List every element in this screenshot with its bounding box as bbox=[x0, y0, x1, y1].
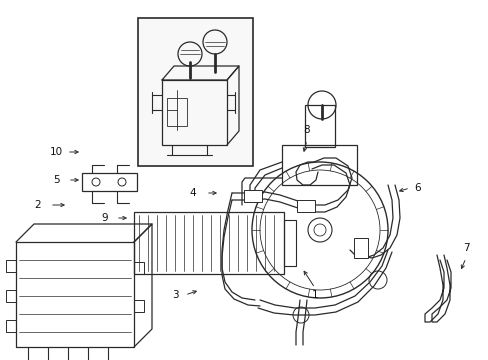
Text: 9: 9 bbox=[102, 213, 108, 223]
Bar bbox=[296, 200, 314, 212]
Bar bbox=[353, 238, 367, 258]
Bar bbox=[305, 105, 334, 147]
Bar bbox=[6, 320, 16, 332]
Text: 6: 6 bbox=[414, 183, 421, 193]
Text: 2: 2 bbox=[35, 200, 41, 210]
Text: 1: 1 bbox=[311, 290, 318, 300]
Bar bbox=[82, 173, 137, 191]
Bar bbox=[134, 262, 143, 274]
Bar bbox=[244, 190, 262, 202]
Bar bbox=[162, 80, 226, 145]
Bar bbox=[6, 290, 16, 302]
Bar bbox=[167, 98, 186, 126]
Text: 10: 10 bbox=[49, 147, 62, 157]
Bar bbox=[138, 18, 252, 166]
Bar bbox=[284, 220, 295, 266]
Text: 7: 7 bbox=[462, 243, 468, 253]
Bar bbox=[6, 260, 16, 272]
Text: 8: 8 bbox=[303, 125, 310, 135]
Bar bbox=[134, 212, 284, 274]
Text: 4: 4 bbox=[189, 188, 196, 198]
Bar bbox=[134, 300, 143, 312]
Bar bbox=[282, 145, 356, 185]
Text: 5: 5 bbox=[54, 175, 60, 185]
Text: 3: 3 bbox=[171, 290, 178, 300]
